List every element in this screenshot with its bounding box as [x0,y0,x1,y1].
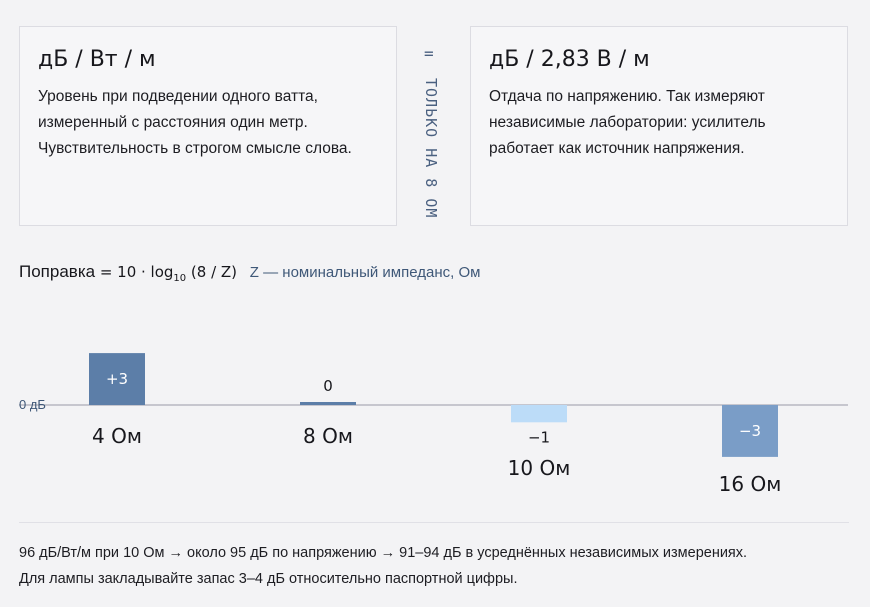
category-label: 16 Ом [719,472,782,496]
only-8-ohm-note: ТОЛЬКО НА 8 ОМ [422,78,440,219]
category-label: 4 Ом [92,424,142,448]
bar-value-label: −3 [739,422,761,440]
formula-expression: = 10 · log10 (8 / Z) [99,263,238,284]
footer-line: 96 дБ/Вт/м при 10 Ом → около 95 дБ по на… [19,545,748,561]
category-label: 10 Ом [508,456,571,480]
baseline-label: 0 дБ [19,397,46,412]
bar-value-label: 0 [323,377,333,395]
card-description: Отдача по напряжению. Так измеряют незав… [489,84,829,162]
formula-note: Z — номинальный импеданс, Ом [249,264,481,281]
divider [19,522,849,523]
card-line: измеренный с расстояния один метр. [38,114,308,131]
formula-prefix: = 10 · log [99,263,174,281]
card-title: дБ / 2,83 В / м [489,47,650,72]
equals-sign: = [424,44,434,63]
bar-2 [300,402,356,405]
bar-value-label: +3 [106,370,128,388]
card-line: Отдача по напряжению. Так измеряют [489,88,765,105]
card-line: независимые лаборатории: усилитель [489,114,766,131]
footer-note: 96 дБ/Вт/м при 10 Ом → около 95 дБ по на… [19,540,747,592]
formula-label: Поправка [19,262,96,281]
correction-formula: Поправка = 10 · log10 (8 / Z) Z — номина… [19,262,480,284]
formula-suffix: (8 / Z) [186,263,238,281]
footer-line: Для лампы закладывайте запас 3–4 дБ отно… [19,571,518,587]
bar-value-label: −1 [528,428,550,446]
card-watt-sensitivity: дБ / Вт / м Уровень при подведении одног… [19,26,397,226]
bar-3 [511,405,567,423]
card-line: работает как источник напряжения. [489,140,745,157]
impedance-correction-chart: 0 дБ +3 4 Ом 0 8 Ом −1 10 Ом −3 16 Ом [19,353,848,496]
bar-1 [89,353,145,405]
card-voltage-sensitivity: дБ / 2,83 В / м Отдача по напряжению. Та… [470,26,848,226]
card-description: Уровень при подведении одного ватта, изм… [38,84,378,162]
bar-4 [722,405,778,457]
card-title: дБ / Вт / м [38,47,156,72]
formula-log-base: 10 [173,273,187,284]
card-line: Чувствительность в строгом смысле слова. [38,140,352,157]
card-line: Уровень при подведении одного ватта, [38,88,318,105]
category-label: 8 Ом [303,424,353,448]
